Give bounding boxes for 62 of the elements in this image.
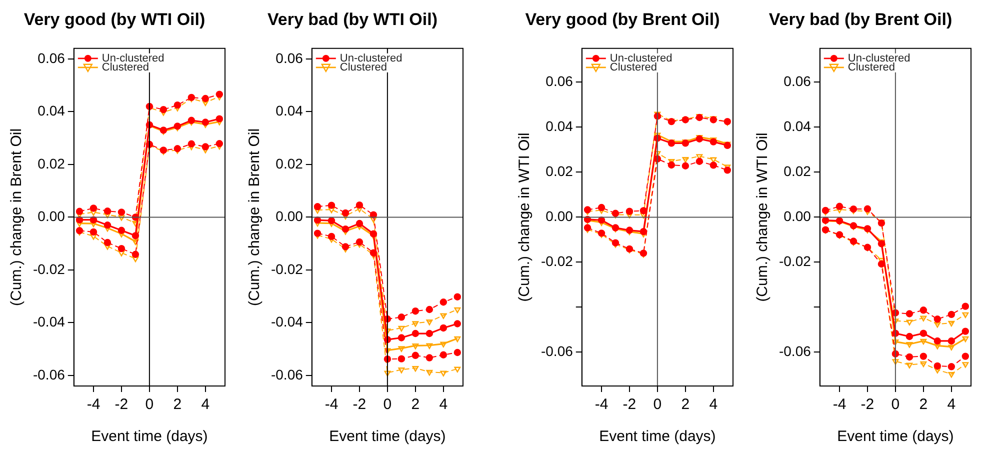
chart-title: Very bad (by WTI Oil) <box>267 10 438 29</box>
y-tick-label: 0.06 <box>546 73 574 90</box>
x-tick-label: 4 <box>947 396 956 414</box>
y-tick-label: 0.00 <box>276 208 304 224</box>
y-tick-label: 0.02 <box>784 163 812 180</box>
x-tick-label: 2 <box>411 396 420 414</box>
x-tick-label: -2 <box>114 396 128 414</box>
y-axis-title: (Cum.) change in Brent Oil <box>8 128 26 306</box>
x-tick-label: 0 <box>383 396 392 414</box>
y-tick-label: -0.06 <box>270 366 304 382</box>
chart-title: Very good (by Brent Oil) <box>525 10 720 29</box>
x-tick-label: -4 <box>324 396 338 414</box>
x-tick-label: 0 <box>891 396 900 414</box>
y-axis-title: (Cum.) change in WTI Oil <box>516 132 534 302</box>
x-tick-label: -2 <box>352 396 366 414</box>
y-tick-label: 0.06 <box>276 50 304 66</box>
y-tick-label: -0.04 <box>32 314 66 330</box>
y-tick-label: -0.06 <box>778 343 812 360</box>
y-tick-label: 0.04 <box>276 102 304 119</box>
x-tick-label: 2 <box>919 396 928 414</box>
legend-label: Clustered <box>610 61 657 74</box>
y-tick-label: 0.04 <box>38 102 66 119</box>
x-tick-label: 0 <box>145 396 154 414</box>
x-tick-label: 4 <box>709 396 718 414</box>
y-tick-label: -0.06 <box>540 343 574 360</box>
legend-label: Clustered <box>848 61 895 74</box>
x-tick-label: 4 <box>439 396 448 414</box>
y-tick-label: -0.02 <box>778 253 812 270</box>
y-tick-label: -0.06 <box>32 366 66 382</box>
y-tick-label: 0.00 <box>784 208 812 224</box>
y-tick-label: -0.04 <box>270 314 304 330</box>
y-tick-label: 0.02 <box>276 155 304 172</box>
legend-label: Clustered <box>340 61 387 74</box>
x-tick-label: 2 <box>173 396 182 414</box>
y-axis-title: (Cum.) change in WTI Oil <box>754 132 772 302</box>
y-tick-label: -0.02 <box>32 260 66 277</box>
y-tick-label: 0.06 <box>38 50 66 66</box>
x-tick-label: -2 <box>622 396 636 414</box>
chart-title: Very good (by WTI Oil) <box>24 10 206 29</box>
y-tick-label: -0.02 <box>270 260 304 277</box>
y-tick-label: 0.06 <box>784 73 812 90</box>
y-tick-label: 0.00 <box>546 208 574 224</box>
chart-title: Very bad (by Brent Oil) <box>768 10 952 29</box>
x-axis-title: Event time (days) <box>837 428 954 446</box>
legend-label: Clustered <box>102 61 149 74</box>
x-axis-title: Event time (days) <box>599 428 716 446</box>
y-tick-label: -0.02 <box>540 253 574 270</box>
x-tick-label: -4 <box>594 396 608 414</box>
y-tick-label: 0.04 <box>784 118 812 134</box>
x-tick-label: -4 <box>832 396 846 414</box>
x-tick-label: 2 <box>681 396 690 414</box>
x-tick-label: 4 <box>201 396 210 414</box>
y-tick-label: 0.02 <box>38 155 66 172</box>
x-tick-label: 0 <box>653 396 662 414</box>
y-tick-label: 0.02 <box>546 163 574 180</box>
y-tick-label: 0.00 <box>38 208 66 224</box>
y-tick-label: 0.04 <box>546 118 574 134</box>
x-tick-label: -4 <box>86 396 100 414</box>
x-axis-title: Event time (days) <box>91 428 208 446</box>
x-axis-title: Event time (days) <box>329 428 446 446</box>
y-axis-title: (Cum.) change in Brent Oil <box>246 128 264 306</box>
x-tick-label: -2 <box>860 396 874 414</box>
